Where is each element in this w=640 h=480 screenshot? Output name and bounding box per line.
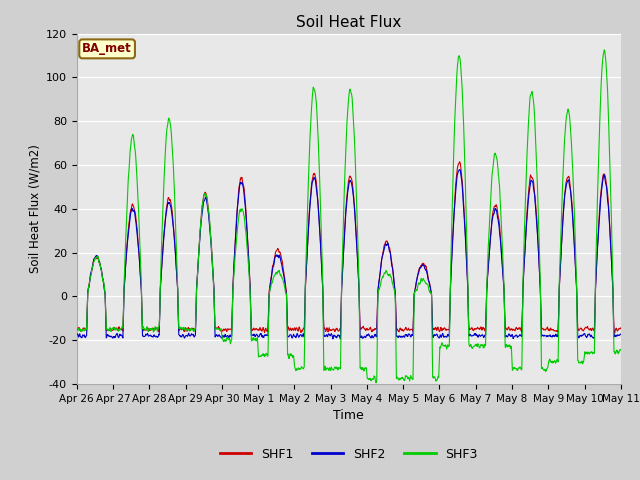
SHF2 bbox=[433, 331, 440, 337]
SHF1 bbox=[287, 325, 294, 331]
SHF3 bbox=[522, 181, 530, 187]
SHF3 bbox=[73, 326, 81, 332]
X-axis label: Time: Time bbox=[333, 409, 364, 422]
SHF3 bbox=[193, 281, 201, 287]
SHF1 bbox=[617, 325, 625, 331]
SHF1 bbox=[611, 330, 619, 336]
SHF3 bbox=[372, 380, 380, 386]
SHF2 bbox=[73, 331, 81, 337]
Text: BA_met: BA_met bbox=[82, 42, 132, 55]
SHF1 bbox=[193, 280, 201, 286]
Y-axis label: Soil Heat Flux (W/m2): Soil Heat Flux (W/m2) bbox=[29, 144, 42, 273]
SHF2 bbox=[617, 331, 625, 337]
Line: SHF2: SHF2 bbox=[77, 169, 621, 339]
SHF1 bbox=[73, 327, 81, 333]
SHF3 bbox=[300, 366, 307, 372]
SHF2 bbox=[300, 331, 307, 337]
SHF2 bbox=[287, 332, 294, 337]
SHF3 bbox=[617, 347, 625, 352]
SHF3 bbox=[600, 47, 608, 53]
SHF1 bbox=[432, 326, 440, 332]
SHF3 bbox=[287, 351, 294, 357]
SHF1 bbox=[522, 228, 530, 234]
SHF3 bbox=[433, 377, 440, 383]
SHF3 bbox=[569, 169, 577, 175]
Title: Soil Heat Flux: Soil Heat Flux bbox=[296, 15, 401, 30]
SHF2 bbox=[337, 336, 344, 342]
Line: SHF3: SHF3 bbox=[77, 50, 621, 383]
Line: SHF1: SHF1 bbox=[77, 162, 621, 333]
Legend: SHF1, SHF2, SHF3: SHF1, SHF2, SHF3 bbox=[214, 443, 483, 466]
SHF1 bbox=[569, 214, 577, 219]
SHF2 bbox=[522, 224, 530, 229]
SHF2 bbox=[456, 167, 464, 172]
SHF2 bbox=[193, 280, 201, 286]
SHF2 bbox=[570, 222, 577, 228]
SHF1 bbox=[456, 159, 463, 165]
SHF1 bbox=[300, 326, 307, 332]
